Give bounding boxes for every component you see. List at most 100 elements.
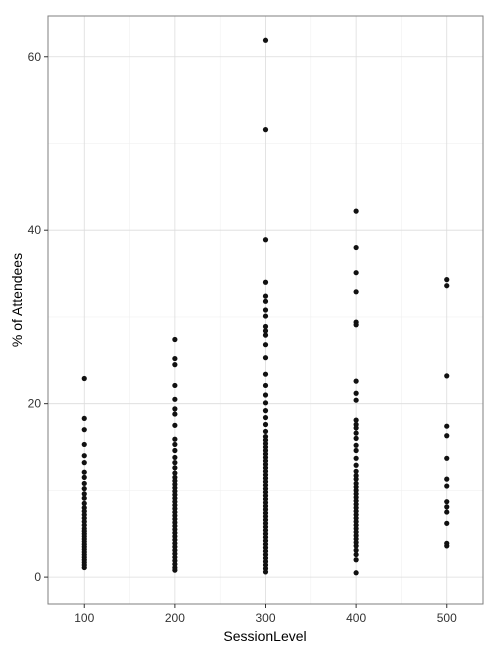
data-point <box>444 373 450 379</box>
x-tick-label: 300 <box>255 611 275 625</box>
x-tick-label: 100 <box>74 611 94 625</box>
data-point <box>262 37 269 43</box>
x-tick-label: 400 <box>346 611 366 625</box>
data-point <box>262 400 269 406</box>
data-point <box>353 476 359 482</box>
data-point <box>353 435 359 441</box>
data-point <box>172 470 178 476</box>
data-point <box>262 392 269 398</box>
data-point <box>353 547 359 553</box>
data-point <box>81 480 87 487</box>
data-point <box>81 469 87 475</box>
data-point <box>262 293 269 299</box>
data-point <box>172 460 178 466</box>
data-point <box>172 422 178 428</box>
data-point <box>444 499 450 505</box>
data-point <box>353 378 359 384</box>
y-tick-label: 60 <box>28 50 42 64</box>
data-point <box>262 382 269 389</box>
data-point <box>262 355 269 361</box>
data-point <box>444 543 450 549</box>
data-point <box>81 491 87 497</box>
data-point <box>81 427 87 433</box>
data-point <box>444 509 450 515</box>
data-point <box>444 277 450 283</box>
y-axis-label: % of Attendees <box>9 253 25 347</box>
data-point <box>81 500 87 506</box>
data-point <box>262 342 269 348</box>
data-point <box>262 307 269 313</box>
data-point <box>262 569 269 575</box>
data-point <box>81 460 87 466</box>
y-tick-label: 0 <box>34 570 41 584</box>
y-tick-label: 20 <box>28 397 42 411</box>
data-point <box>81 474 87 480</box>
data-point <box>172 406 178 412</box>
data-point <box>262 408 269 414</box>
data-point <box>353 289 359 295</box>
x-axis-ticks: 100 200 300 400 500 <box>74 604 457 625</box>
data-point <box>262 428 269 435</box>
data-points <box>81 37 450 576</box>
data-point <box>353 455 359 461</box>
data-point <box>172 336 178 343</box>
data-point <box>353 557 359 563</box>
data-point <box>81 453 87 459</box>
data-point <box>81 441 87 448</box>
data-point <box>353 244 359 251</box>
data-point <box>262 328 269 334</box>
x-tick-label: 500 <box>437 611 457 625</box>
data-point <box>353 430 359 436</box>
data-point <box>444 433 450 439</box>
data-point <box>172 355 178 362</box>
data-point <box>444 504 450 510</box>
data-point <box>353 442 359 448</box>
x-axis-label: SessionLevel <box>223 628 306 644</box>
data-point <box>172 396 178 402</box>
data-point <box>444 483 450 489</box>
data-point <box>81 375 87 382</box>
data-point <box>262 237 269 243</box>
data-point <box>444 455 450 461</box>
data-point <box>353 462 359 468</box>
data-point <box>172 362 178 368</box>
data-point <box>262 371 269 377</box>
data-point <box>444 423 450 429</box>
data-point <box>81 495 87 501</box>
data-point <box>353 425 359 431</box>
data-point <box>353 397 359 403</box>
data-point <box>172 382 178 389</box>
x-tick-label: 200 <box>165 611 185 625</box>
data-point <box>262 414 269 421</box>
data-point <box>172 447 178 454</box>
data-point <box>172 567 178 573</box>
data-point <box>262 323 269 330</box>
data-point <box>172 436 178 442</box>
data-point <box>172 441 178 448</box>
data-point <box>353 543 359 549</box>
data-point <box>444 476 450 482</box>
data-point <box>353 551 359 558</box>
data-point <box>444 520 450 526</box>
data-point <box>81 564 87 571</box>
data-point <box>81 486 87 492</box>
data-point <box>262 127 269 133</box>
data-point <box>262 332 269 338</box>
data-point <box>353 447 359 454</box>
data-point <box>262 313 269 319</box>
data-point <box>353 390 359 396</box>
data-point <box>353 270 359 276</box>
data-point <box>172 411 178 417</box>
data-point <box>353 570 359 576</box>
data-point <box>172 465 178 471</box>
data-point <box>353 417 359 423</box>
data-point <box>172 454 178 461</box>
data-point <box>262 421 269 428</box>
data-point <box>81 415 87 422</box>
data-point <box>262 298 269 304</box>
data-point <box>444 283 450 289</box>
data-point <box>353 468 359 474</box>
data-point <box>353 208 359 214</box>
